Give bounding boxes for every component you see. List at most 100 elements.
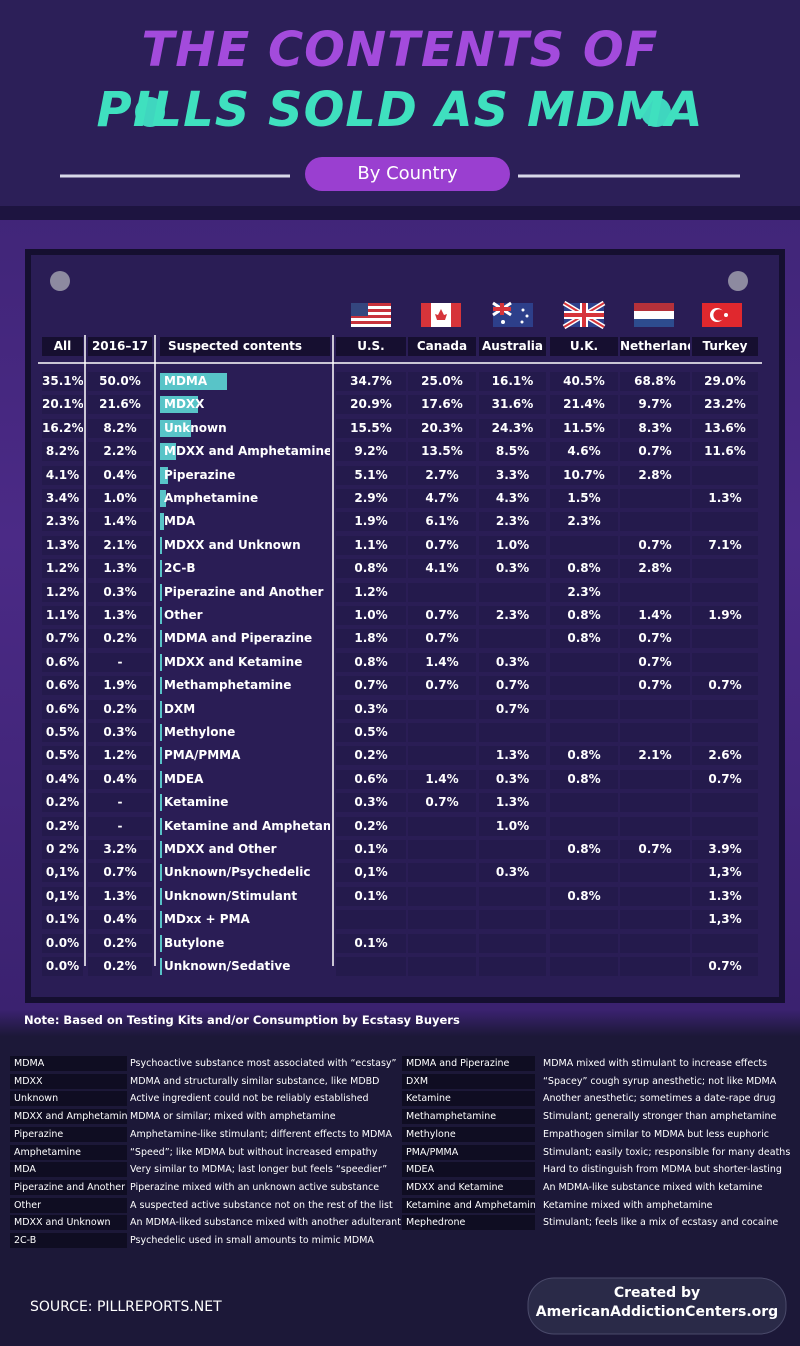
table-cell: 0.4% (88, 465, 152, 485)
table-cell (408, 863, 476, 883)
table-cell: 0,1% (336, 863, 406, 883)
table-cell (408, 840, 476, 859)
table-cell: 0.4% (42, 769, 83, 789)
table-cell: 0.8% (550, 840, 618, 859)
glossary-term: MDXX and Ketamine (402, 1179, 535, 1195)
table-cell: Unknown/Stimulant (164, 888, 298, 903)
title-line2: PILLS SOLD AS MDMA (96, 82, 704, 138)
share-bar (160, 911, 162, 929)
table-cell: - (88, 816, 152, 836)
table-cell (408, 933, 476, 953)
table-cell: 0.3% (479, 559, 546, 579)
table-cell: 0.7% (479, 699, 546, 719)
table-cell (479, 886, 546, 906)
table-cell: 0.3% (479, 769, 546, 789)
share-bar (160, 583, 163, 601)
table-cell (479, 840, 546, 859)
table-cell: 13.5% (408, 442, 476, 462)
share-bar (160, 490, 167, 507)
table-cell: MDXX and Ketamine (164, 654, 303, 669)
table-cell (479, 933, 546, 953)
glossary-definition: Piperazine mixed with an unknown active … (130, 1181, 380, 1193)
pill-icon (641, 97, 671, 127)
table-cell (408, 723, 476, 742)
table-cell: 2.8% (620, 559, 690, 579)
table-cell (408, 957, 476, 976)
table-cell: 8.3% (620, 418, 690, 438)
header-edge (0, 206, 800, 220)
table-cell: 0.7% (408, 629, 476, 649)
glossary-definition: MDMA mixed with stimulant to increase ef… (543, 1058, 768, 1069)
table-cell: 8.2% (88, 418, 152, 438)
table-cell: 6.1% (408, 512, 476, 532)
table-cell (550, 793, 618, 813)
table-cell: 20.9% (336, 395, 406, 415)
table-cell: MDEA (164, 771, 204, 786)
table-cell: Ketamine (164, 795, 229, 810)
source: SOURCE: PILLREPORTS.NET (30, 1299, 222, 1315)
table-cell: 0.5% (336, 723, 406, 742)
table-cell: 0.2% (336, 746, 406, 766)
table-cell: Unknown (164, 420, 227, 435)
table-cell: 1.3% (88, 886, 152, 906)
share-bar (160, 747, 162, 765)
table-cell: 0.3% (336, 699, 406, 719)
table-cell: 2.3% (479, 512, 546, 532)
table-cell: 0.3% (479, 863, 546, 883)
flag-australia (492, 301, 533, 327)
table-cell: 0.2% (88, 957, 152, 976)
credit-pill (527, 1277, 787, 1335)
table-cell (620, 793, 690, 813)
table-cell (620, 723, 690, 742)
table-cell: MDA (164, 514, 196, 529)
table-cell (479, 723, 546, 742)
glossary-definition: Psychedelic used in small amounts to mim… (130, 1235, 374, 1246)
table-cell: - (88, 793, 152, 813)
table-cell: 0.5% (42, 746, 83, 766)
share-bar (160, 607, 163, 624)
table-cell: 5.1% (336, 465, 406, 485)
column-header: 2016–17 (88, 337, 152, 356)
table-cell (620, 863, 690, 883)
table-cell: 0.2% (336, 816, 406, 836)
table-cell: 1.0% (336, 606, 406, 625)
table-cell: 31.6% (479, 395, 546, 415)
table-cell: 0.6% (336, 769, 406, 789)
glossary-term: MDEA (402, 1162, 535, 1178)
table-cell: 0.5% (42, 723, 83, 742)
glossary-term: Methamphetamine (402, 1109, 535, 1125)
table-cell: 29.0% (692, 372, 758, 391)
table-cell: 0.7% (408, 676, 476, 696)
table-cell (479, 910, 546, 930)
glossary-definition: A suspected active substance not on the … (130, 1199, 393, 1211)
share-bar (160, 513, 165, 531)
table-cell: 0.2% (88, 699, 152, 719)
glossary-definition: Stimulant; generally stronger than amphe… (543, 1111, 777, 1123)
table-cell (620, 699, 690, 719)
table-cell: 0.7% (408, 535, 476, 555)
flag-uk (562, 300, 606, 330)
share-bar (160, 864, 162, 882)
table-cell: PMA/PMMA (164, 748, 241, 763)
glossary-definition: Stimulant; feels like a mix of ecstasy a… (543, 1217, 779, 1229)
table-cell (692, 582, 758, 602)
table-cell: 8.5% (479, 442, 546, 462)
table-cell: 2.3% (550, 512, 618, 532)
table-cell: 0.8% (550, 559, 618, 579)
glossary-definition: Hard to distinguish from MDMA but shorte… (543, 1164, 782, 1176)
share-bar (160, 560, 163, 578)
table-cell: 1.5% (550, 489, 618, 508)
glossary-definition: An MDMA-liked substance mixed with anoth… (130, 1217, 401, 1229)
subtitle: By Country (357, 163, 458, 184)
table-cell: 1.0% (88, 489, 152, 508)
column-header: U.S. (336, 337, 406, 356)
table-cell: 8.2% (42, 442, 83, 462)
column-header: Turkey (692, 337, 758, 356)
glossary-term: Ketamine (402, 1091, 535, 1107)
table-cell: 23.2% (692, 395, 758, 415)
table-cell: 1.2% (42, 582, 83, 602)
table-cell (550, 863, 618, 883)
table-cell: Piperazine (164, 467, 236, 482)
table-cell: 1.3% (479, 746, 546, 766)
